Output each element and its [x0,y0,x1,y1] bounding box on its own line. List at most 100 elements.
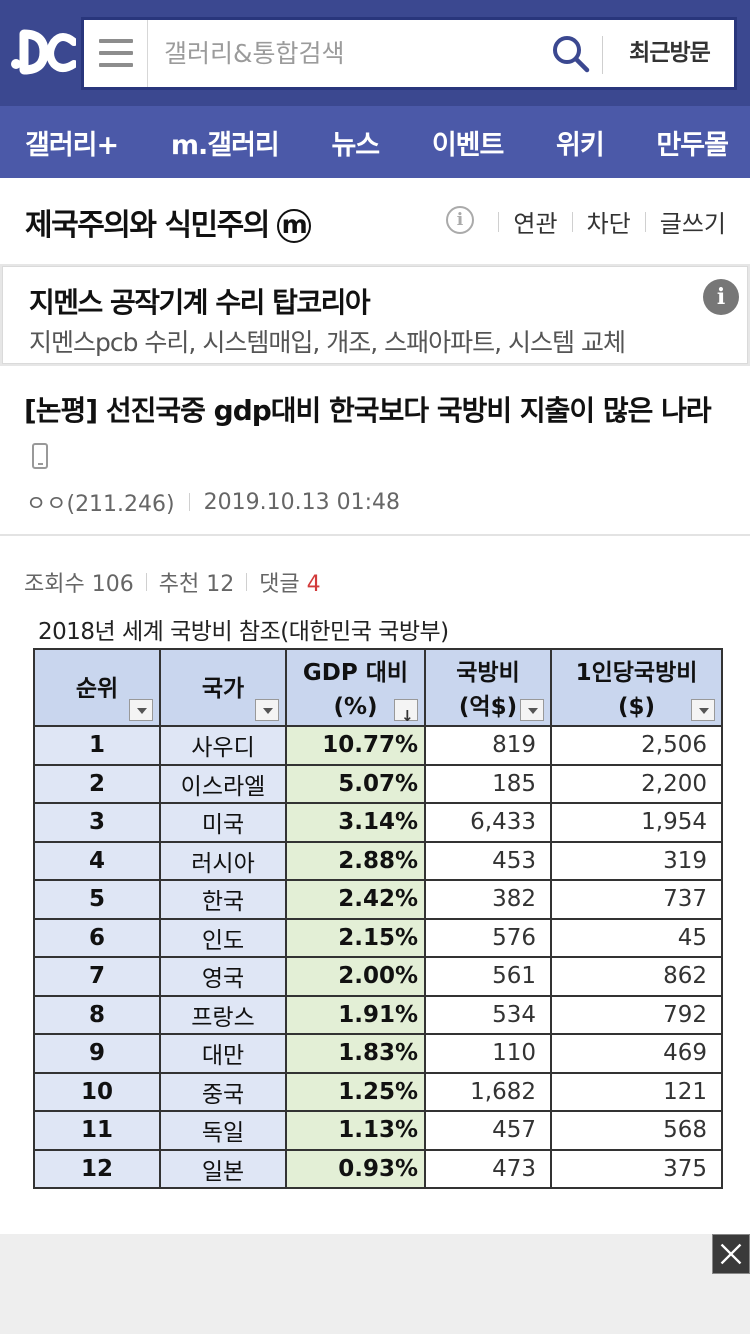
per-capita-cell: 469 [550,1033,723,1074]
recent-visits-button[interactable]: 최근방문 [629,40,711,66]
filter-dropdown-icon [520,699,544,721]
country-cell: 일본 [159,1148,287,1189]
gdp-cell: 0.93% [285,1148,426,1189]
rank-cell: 12 [33,1148,161,1189]
gdp-cell: 2.00% [285,956,426,997]
spending-cell: 1,682 [424,1071,552,1112]
top-header: 최근방문 [0,0,750,106]
nav-item-gallery-plus[interactable]: 갤러리+ [25,129,119,161]
gdp-cell: 1.25% [285,1071,426,1112]
header-per-capita-label: 1인당국방비 [575,660,698,686]
rank-cell: 11 [33,1110,161,1151]
ad-title[interactable]: 지멘스 공작기계 수리 탑코리아 [29,286,371,319]
rank-cell: 10 [33,1071,161,1112]
comment-label: 댓글 [259,572,300,597]
comment-count[interactable]: 댓글 4 [259,566,320,598]
search-bar: 최근방문 [81,17,737,90]
spending-cell: 473 [424,1148,552,1189]
bottom-ad-banner[interactable] [0,1234,750,1334]
header-spend-label: 국방비 [456,660,520,686]
post-author[interactable]: ㅇㅇ(211.246) [26,492,175,517]
rank-cell: 3 [33,802,161,843]
nav-item-m-gallery[interactable]: m.갤러리 [170,129,280,161]
country-cell: 독일 [159,1110,287,1151]
rank-cell: 6 [33,917,161,958]
rank-cell: 5 [33,879,161,920]
country-cell: 이스라엘 [159,763,287,804]
gallery-name[interactable]: 제국주의와 식민주의 [25,208,270,243]
per-capita-cell: 45 [550,917,723,958]
spending-cell: 110 [424,1033,552,1074]
post-title-text: [논평] 선진국중 gdp대비 한국보다 국방비 지출이 많은 나라 [24,394,712,427]
main-nav: 갤러리+ m.갤러리 뉴스 이벤트 위키 만두몰 [0,106,750,178]
table-row: 9 대만 1.83% 110 469 [33,1033,723,1074]
country-cell: 대만 [159,1033,287,1074]
table-row: 12 일본 0.93% 473 375 [33,1148,723,1189]
header-rank-label: 순위 [75,676,119,702]
link-divider [571,211,573,232]
menu-button[interactable] [84,20,148,87]
per-capita-cell: 121 [550,1071,723,1112]
gallery-links: 연관 차단 글쓰기 [498,204,726,239]
per-capita-cell: 862 [550,956,723,997]
search-input[interactable] [150,20,546,87]
per-capita-cell: 792 [550,994,723,1035]
spending-cell: 453 [424,840,552,881]
rank-cell: 7 [33,956,161,997]
mobile-icon [32,443,48,469]
table-row: 11 독일 1.13% 457 568 [33,1110,723,1151]
search-icon[interactable] [549,32,593,76]
recommend-count: 추천 12 [158,572,235,597]
table-row: 6 인도 2.15% 576 45 [33,917,723,958]
header-country-label: 국가 [201,676,245,702]
view-count: 조회수 106 [24,572,134,597]
sort-desc-icon [394,699,418,733]
gallery-title-bar: 제국주의와 식민주의 m i 연관 차단 글쓰기 [0,178,750,264]
table-row: 3 미국 3.14% 6,433 1,954 [33,802,723,843]
minor-gallery-icon: m [276,209,311,243]
filter-dropdown-icon [691,699,715,721]
sponsored-ad[interactable]: 지멘스 공작기계 수리 탑코리아 지멘스pcb 수리, 시스템매입, 개조, 스… [2,266,748,364]
spending-cell: 6,433 [424,802,552,843]
header-rank: 순위 [33,648,161,727]
header-gdp: GDP 대비 (%) [285,648,426,733]
per-capita-cell: 2,200 [550,763,723,804]
gdp-cell: 5.07% [285,763,426,804]
gallery-title[interactable]: 제국주의와 식민주의 m [25,200,311,244]
link-divider [644,211,646,232]
spending-cell: 561 [424,956,552,997]
table-row: 5 한국 2.42% 382 737 [33,879,723,920]
spending-cell: 382 [424,879,552,920]
stat-divider [246,573,248,591]
table-row: 10 중국 1.25% 1,682 121 [33,1071,723,1112]
image-caption: 2018년 세계 국방비 참조(대한민국 국방부) [38,619,449,645]
table-row: 8 프랑스 1.91% 534 792 [33,994,723,1035]
rank-cell: 8 [33,994,161,1035]
gdp-cell: 2.15% [285,917,426,958]
write-link[interactable]: 글쓰기 [659,210,726,238]
spending-cell: 576 [424,917,552,958]
nav-item-news[interactable]: 뉴스 [331,129,380,161]
block-link[interactable]: 차단 [586,210,631,238]
dc-logo[interactable] [10,26,76,78]
nav-item-mall[interactable]: 만두몰 [656,129,729,161]
per-capita-cell: 2,506 [550,725,723,766]
nav-item-event[interactable]: 이벤트 [431,129,505,161]
nav-item-wiki[interactable]: 위키 [556,129,605,161]
ad-description[interactable]: 지멘스pcb 수리, 시스템매입, 개조, 스패아파트, 시스템 교체 [29,328,626,357]
country-cell: 한국 [159,879,287,920]
header-spend-unit: (억$) [458,694,518,720]
filter-dropdown-icon [129,699,153,721]
country-cell: 사우디 [159,725,287,766]
post-date: 2019.10.13 01:48 [203,489,400,515]
gdp-cell: 1.91% [285,994,426,1035]
country-cell: 인도 [159,917,287,958]
per-capita-cell: 1,954 [550,802,723,843]
info-icon[interactable]: i [446,206,474,234]
related-link[interactable]: 연관 [513,210,558,238]
per-capita-cell: 568 [550,1110,723,1151]
close-icon[interactable] [712,1234,750,1274]
header-per-capita-unit: ($) [617,694,656,720]
ad-info-icon[interactable]: i [703,279,739,315]
table-header-row: 순위 국가 GDP 대비 (%) 국방비 (억$) 1인당국방비 ($) [33,648,723,733]
